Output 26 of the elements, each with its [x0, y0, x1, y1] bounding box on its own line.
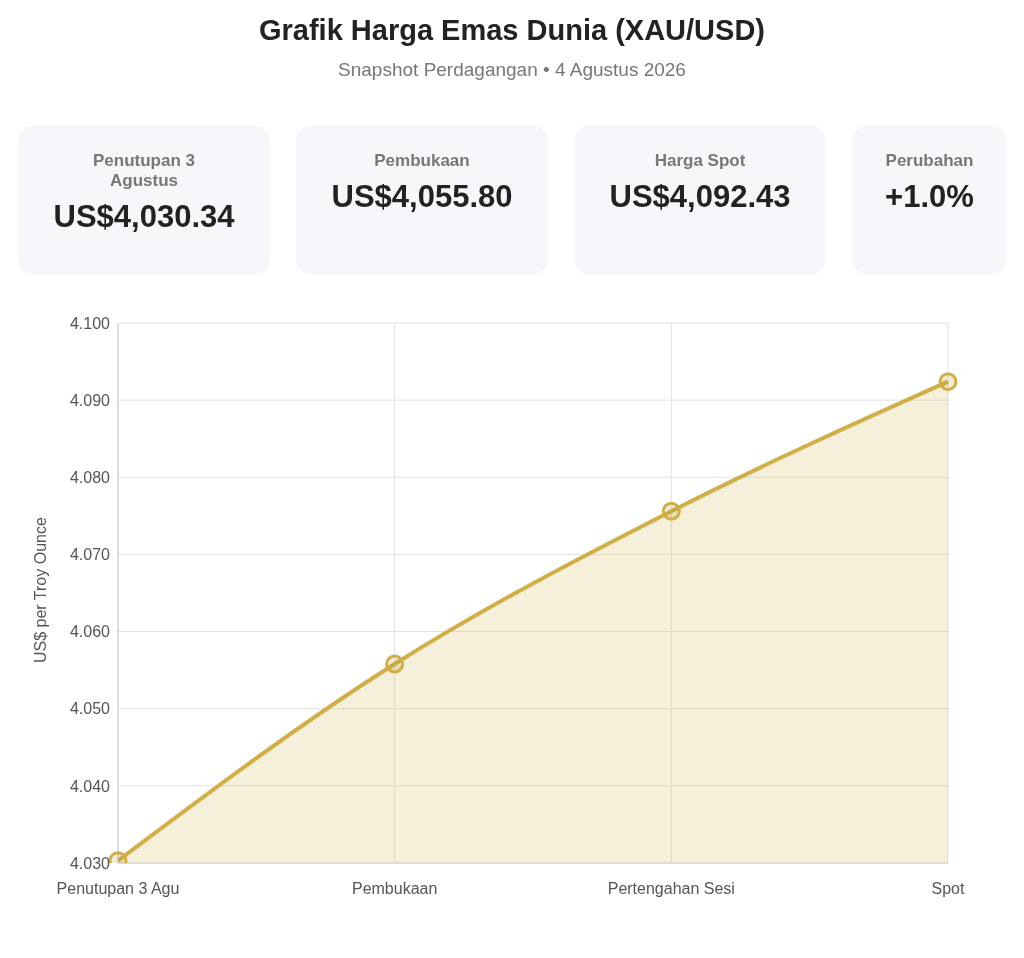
y-tick-label: 4.030 [69, 854, 111, 872]
y-tick-label: 4.050 [69, 700, 111, 718]
x-tick-label: Penutupan 3 Agu [56, 880, 180, 898]
x-tick-label: Pembukaan [351, 880, 438, 898]
text: US$4,030.34 [53, 199, 235, 234]
category-label: Pembukaan [373, 151, 471, 171]
y-tick-label: 4.100 [69, 314, 111, 332]
text: Snapshot Perdagangan • 4 Agustus 2026 [337, 59, 687, 81]
text: US$4,055.80 [331, 179, 513, 214]
category-label: Harga Spot [653, 151, 747, 171]
y-tick-label: 4.060 [69, 623, 111, 641]
text: Grafik Harga Emas Dunia (XAU/USD) [258, 14, 766, 47]
text: +1.0% [885, 179, 974, 214]
x-tick-label: Spot [931, 880, 966, 898]
y-tick-label: 4.080 [69, 468, 111, 486]
text: US$4,092.43 [609, 179, 791, 214]
point [661, 501, 681, 521]
y-tick-label: 4.040 [69, 777, 111, 795]
category-label: Perubahan [884, 151, 975, 171]
y-tick-label: 4.090 [69, 391, 111, 409]
y-tick-label: 4.070 [69, 546, 111, 564]
y-axis-title: US$ per Troy Ounce [31, 517, 49, 663]
point [385, 654, 405, 674]
point [938, 372, 958, 392]
x-tick-label: Pertengahan Sesi [607, 880, 735, 898]
category-label: Penutupan 3 Agustus [92, 151, 196, 191]
